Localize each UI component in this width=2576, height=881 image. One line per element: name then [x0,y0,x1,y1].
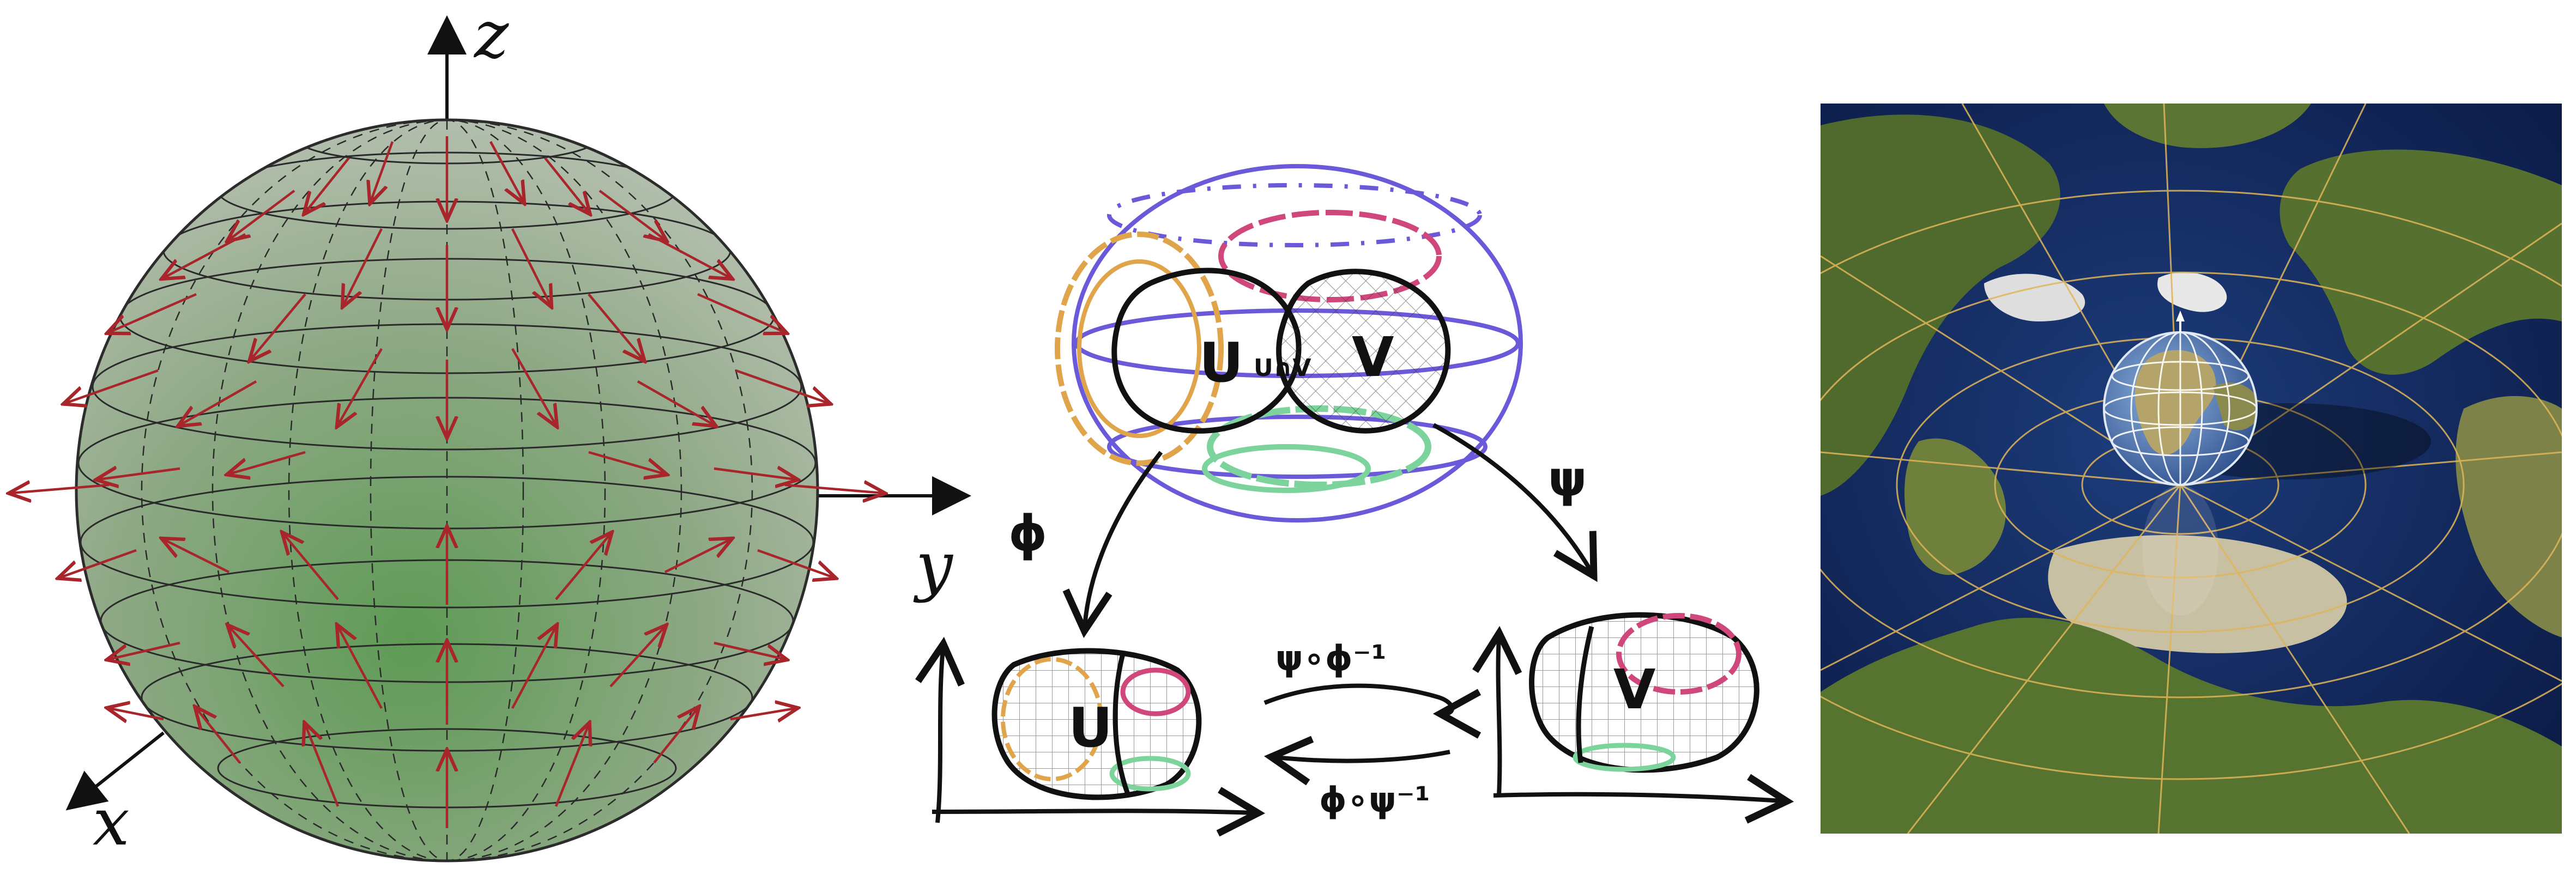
psi-arrow [1432,423,1598,582]
v-image-label: V [1613,658,1655,721]
u-image-region [991,648,1202,800]
right-coordinate-axes [1472,625,1794,824]
x-axis [65,731,165,811]
backward-transition-label: ϕ∘ψ⁻¹ [1319,780,1430,821]
globe-reflection [2142,485,2218,616]
sphere-svg: z y x [0,0,971,862]
chart-u-label: U [1199,331,1243,394]
phi-label: ϕ [1008,505,1048,562]
chart-v-label: V [1352,325,1394,389]
manifold-charts-figure: U U∩V V ϕ ψ U ψ∘ϕ⁻¹ ϕ∘ψ⁻¹ [905,0,1810,881]
charts-svg: U U∩V V ϕ ψ U ψ∘ϕ⁻¹ ϕ∘ψ⁻¹ [915,164,1794,837]
sphere-vector-field-figure: z y x [0,0,981,881]
chart-domains [1111,268,1451,434]
psi-label: ψ [1548,451,1587,508]
left-coordinate-axes [915,636,1266,837]
earth-projection-image [1821,104,2562,834]
forward-transition-label: ψ∘ϕ⁻¹ [1275,639,1387,679]
phi-arrow [1062,451,1163,639]
z-axis-label: z [473,0,509,73]
overlap-label: U∩V [1254,354,1311,382]
forward-transition-arrow [1263,683,1481,739]
y-axis-label: y [913,528,954,604]
backward-transition-arrow [1263,736,1450,786]
vector-field-arrows [11,136,883,828]
u-image-label: U [1068,696,1112,760]
earth-projection-svg [1821,104,2562,834]
small-globe [2103,311,2258,486]
x-axis-label: x [93,785,130,860]
v-image-region [1529,612,1759,773]
